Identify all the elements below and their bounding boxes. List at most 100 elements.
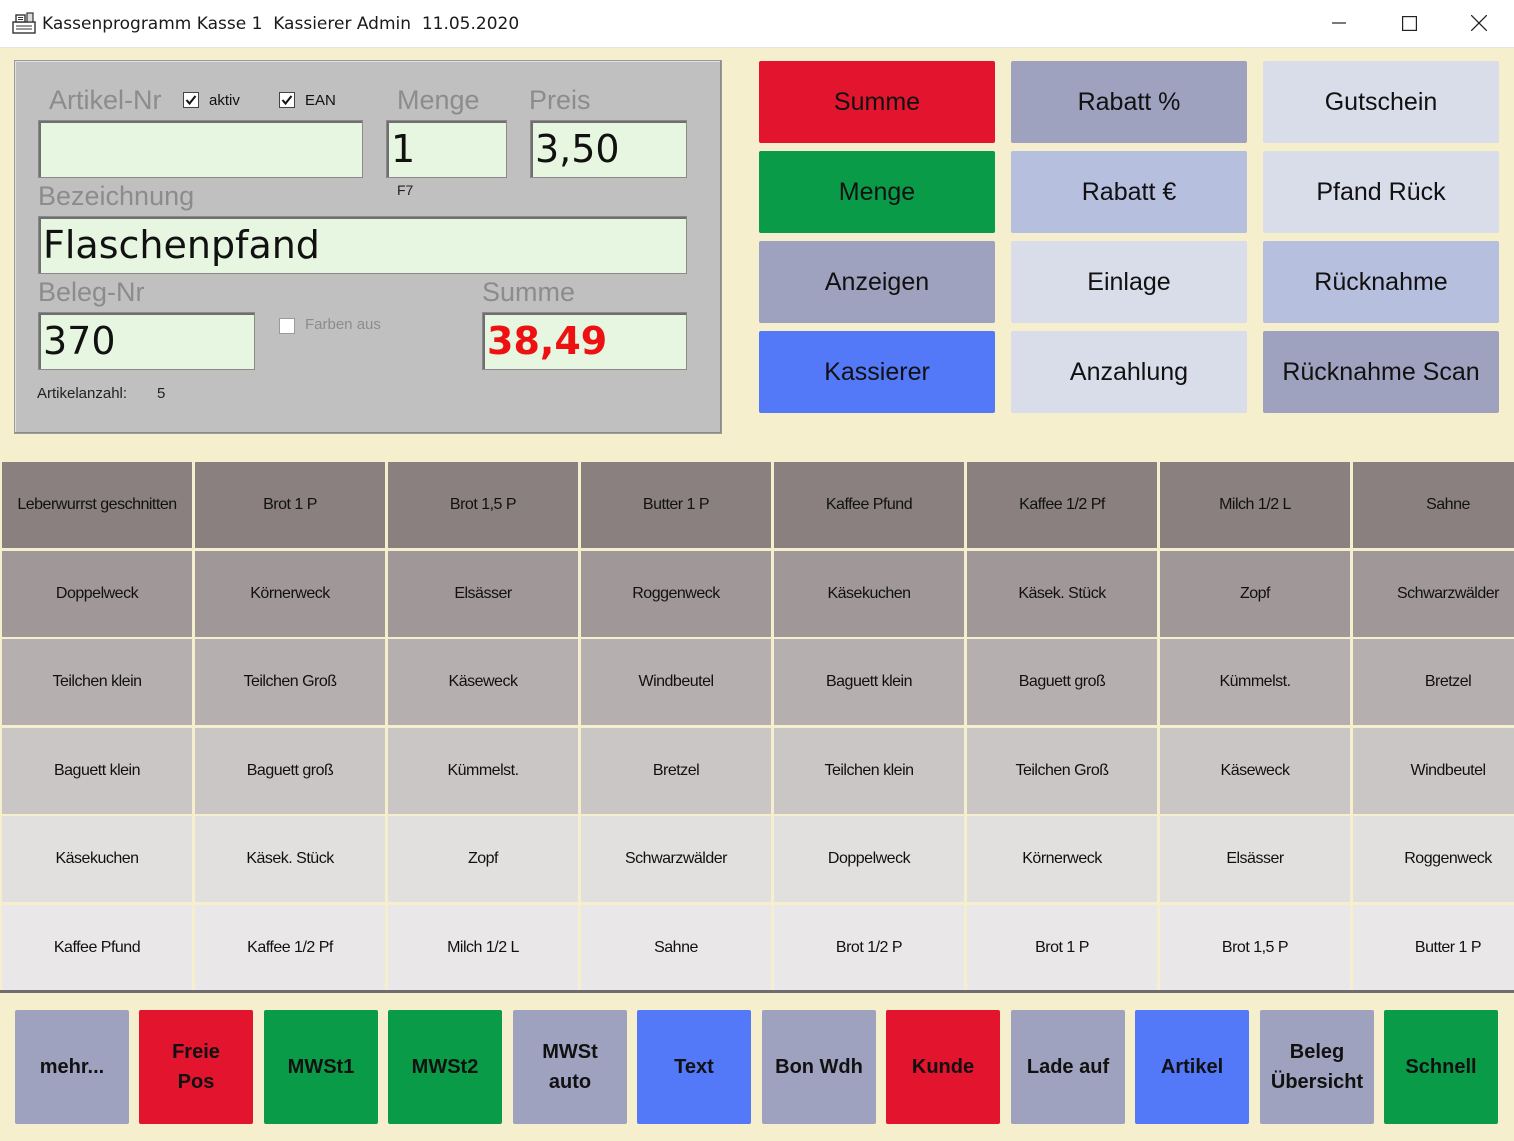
article-button[interactable]: Körnerweck <box>967 816 1157 902</box>
article-button[interactable]: Doppelweck <box>774 816 964 902</box>
ean-label: EAN <box>305 92 336 109</box>
ruecknahme-button[interactable]: Rücknahme <box>1263 241 1499 323</box>
entry-panel: Artikel-Nr aktiv EAN Menge Preis 1 3,50 … <box>14 60 722 434</box>
article-button[interactable]: Bretzel <box>581 727 771 814</box>
article-grid: Leberwurrst geschnitten Brot 1 P Brot 1,5 … <box>0 460 1514 991</box>
article-button[interactable]: Käsek. Stück <box>195 816 385 902</box>
article-button[interactable]: Kaffee 1/2 Pf <box>195 904 385 991</box>
article-button[interactable]: Bretzel <box>1353 639 1514 725</box>
artikel-button[interactable]: Artikel <box>1135 1010 1249 1124</box>
mehr-button[interactable]: mehr... <box>15 1010 129 1124</box>
article-button[interactable]: Brot 1 P <box>967 904 1157 991</box>
preis-label: Preis <box>529 85 591 115</box>
article-button[interactable]: Butter 1 P <box>1353 904 1514 991</box>
artikel-nr-input[interactable] <box>38 120 363 178</box>
window-title: Kassenprogramm Kasse 1 Kassierer Admin 1… <box>42 14 520 34</box>
article-button[interactable]: Leberwurrst geschnitten <box>2 462 192 548</box>
beleg-uebersicht-button[interactable]: Beleg Übersicht <box>1260 1010 1374 1124</box>
beleg-nr-input[interactable]: 370 <box>38 312 255 370</box>
article-button[interactable]: Milch 1/2 L <box>1160 462 1350 548</box>
article-button[interactable]: Kümmelst. <box>1160 639 1350 725</box>
bezeichnung-input[interactable]: Flaschenpfand <box>38 216 687 274</box>
article-button[interactable]: Zopf <box>388 816 578 902</box>
bon-wdh-button[interactable]: Bon Wdh <box>762 1010 876 1124</box>
summe-button[interactable]: Summe <box>759 61 995 143</box>
article-button[interactable]: Zopf <box>1160 550 1350 637</box>
farben-aus-label: Farben aus <box>305 316 381 333</box>
freie-pos-button[interactable]: Freie Pos <box>139 1010 253 1124</box>
aktiv-checkbox[interactable] <box>183 92 199 108</box>
pfand-rueck-button[interactable]: Pfand Rück <box>1263 151 1499 233</box>
mwst1-button[interactable]: MWSt1 <box>264 1010 378 1124</box>
mwst-auto-button[interactable]: MWSt auto <box>513 1010 627 1124</box>
close-button[interactable] <box>1444 0 1514 46</box>
minimize-button[interactable] <box>1304 0 1374 46</box>
maximize-button[interactable] <box>1374 0 1444 46</box>
menge-button[interactable]: Menge <box>759 151 995 233</box>
ruecknahme-scan-button[interactable]: Rücknahme Scan <box>1263 331 1499 413</box>
anzeigen-button[interactable]: Anzeigen <box>759 241 995 323</box>
kunde-button[interactable]: Kunde <box>886 1010 1000 1124</box>
rabatt-euro-button[interactable]: Rabatt € <box>1011 151 1247 233</box>
article-button[interactable]: Teilchen klein <box>2 639 192 725</box>
article-button[interactable]: Teilchen Groß <box>195 639 385 725</box>
article-button[interactable]: Käsekuchen <box>2 816 192 902</box>
article-button[interactable]: Baguett klein <box>774 639 964 725</box>
article-button[interactable]: Roggenweck <box>581 550 771 637</box>
einlage-button[interactable]: Einlage <box>1011 241 1247 323</box>
aktiv-label: aktiv <box>209 92 240 109</box>
minimize-icon <box>1332 22 1346 24</box>
article-button[interactable]: Brot 1 P <box>195 462 385 548</box>
article-button[interactable]: Schwarzwälder <box>1353 550 1514 637</box>
kassierer-button[interactable]: Kassierer <box>759 331 995 413</box>
article-button[interactable]: Körnerweck <box>195 550 385 637</box>
article-button[interactable]: Butter 1 P <box>581 462 771 548</box>
article-button[interactable]: Teilchen klein <box>774 727 964 814</box>
lade-auf-button[interactable]: Lade auf <box>1011 1010 1125 1124</box>
article-button[interactable]: Roggenweck <box>1353 816 1514 902</box>
article-button[interactable]: Käseweck <box>388 639 578 725</box>
article-button[interactable]: Doppelweck <box>2 550 192 637</box>
rabatt-prozent-button[interactable]: Rabatt % <box>1011 61 1247 143</box>
article-button[interactable]: Käsekuchen <box>774 550 964 637</box>
preis-input[interactable]: 3,50 <box>530 120 687 178</box>
article-button[interactable]: Brot 1/2 P <box>774 904 964 991</box>
article-button[interactable]: Milch 1/2 L <box>388 904 578 991</box>
article-button[interactable]: Sahne <box>581 904 771 991</box>
text-button[interactable]: Text <box>637 1010 751 1124</box>
article-button[interactable]: Windbeutel <box>1353 727 1514 814</box>
menge-shortcut-hint: F7 <box>397 182 414 198</box>
article-button[interactable]: Käsek. Stück <box>967 550 1157 637</box>
artikelanzahl-value: 5 <box>157 385 166 402</box>
article-button[interactable]: Kümmelst. <box>388 727 578 814</box>
anzahlung-button[interactable]: Anzahlung <box>1011 331 1247 413</box>
article-button[interactable]: Schwarzwälder <box>581 816 771 902</box>
article-button[interactable]: Käseweck <box>1160 727 1350 814</box>
article-button[interactable]: Sahne <box>1353 462 1514 548</box>
article-button[interactable]: Kaffee Pfund <box>2 904 192 991</box>
article-button[interactable]: Baguett groß <box>195 727 385 814</box>
article-button[interactable]: Brot 1,5 P <box>388 462 578 548</box>
schnell-button[interactable]: Schnell <box>1384 1010 1498 1124</box>
beleg-nr-label: Beleg-Nr <box>38 277 145 307</box>
menge-input[interactable]: 1 <box>386 120 507 178</box>
article-button[interactable]: Elsässer <box>388 550 578 637</box>
article-button[interactable]: Kaffee Pfund <box>774 462 964 548</box>
article-button[interactable]: Brot 1,5 P <box>1160 904 1350 991</box>
checkmark-icon <box>281 95 293 106</box>
farben-aus-checkbox[interactable] <box>279 318 295 334</box>
close-icon <box>1471 15 1487 31</box>
article-button[interactable]: Baguett klein <box>2 727 192 814</box>
cash-register-icon <box>12 12 36 34</box>
article-button[interactable]: Elsässer <box>1160 816 1350 902</box>
mwst2-button[interactable]: MWSt2 <box>388 1010 502 1124</box>
gutschein-button[interactable]: Gutschein <box>1263 61 1499 143</box>
ean-checkbox[interactable] <box>279 92 295 108</box>
article-button[interactable]: Windbeutel <box>581 639 771 725</box>
article-button[interactable]: Baguett groß <box>967 639 1157 725</box>
bezeichnung-label: Bezeichnung <box>38 181 195 211</box>
article-button[interactable]: Teilchen Groß <box>967 727 1157 814</box>
artikel-nr-label: Artikel-Nr <box>49 85 162 115</box>
article-button[interactable]: Kaffee 1/2 Pf <box>967 462 1157 548</box>
checkmark-icon <box>185 95 197 106</box>
